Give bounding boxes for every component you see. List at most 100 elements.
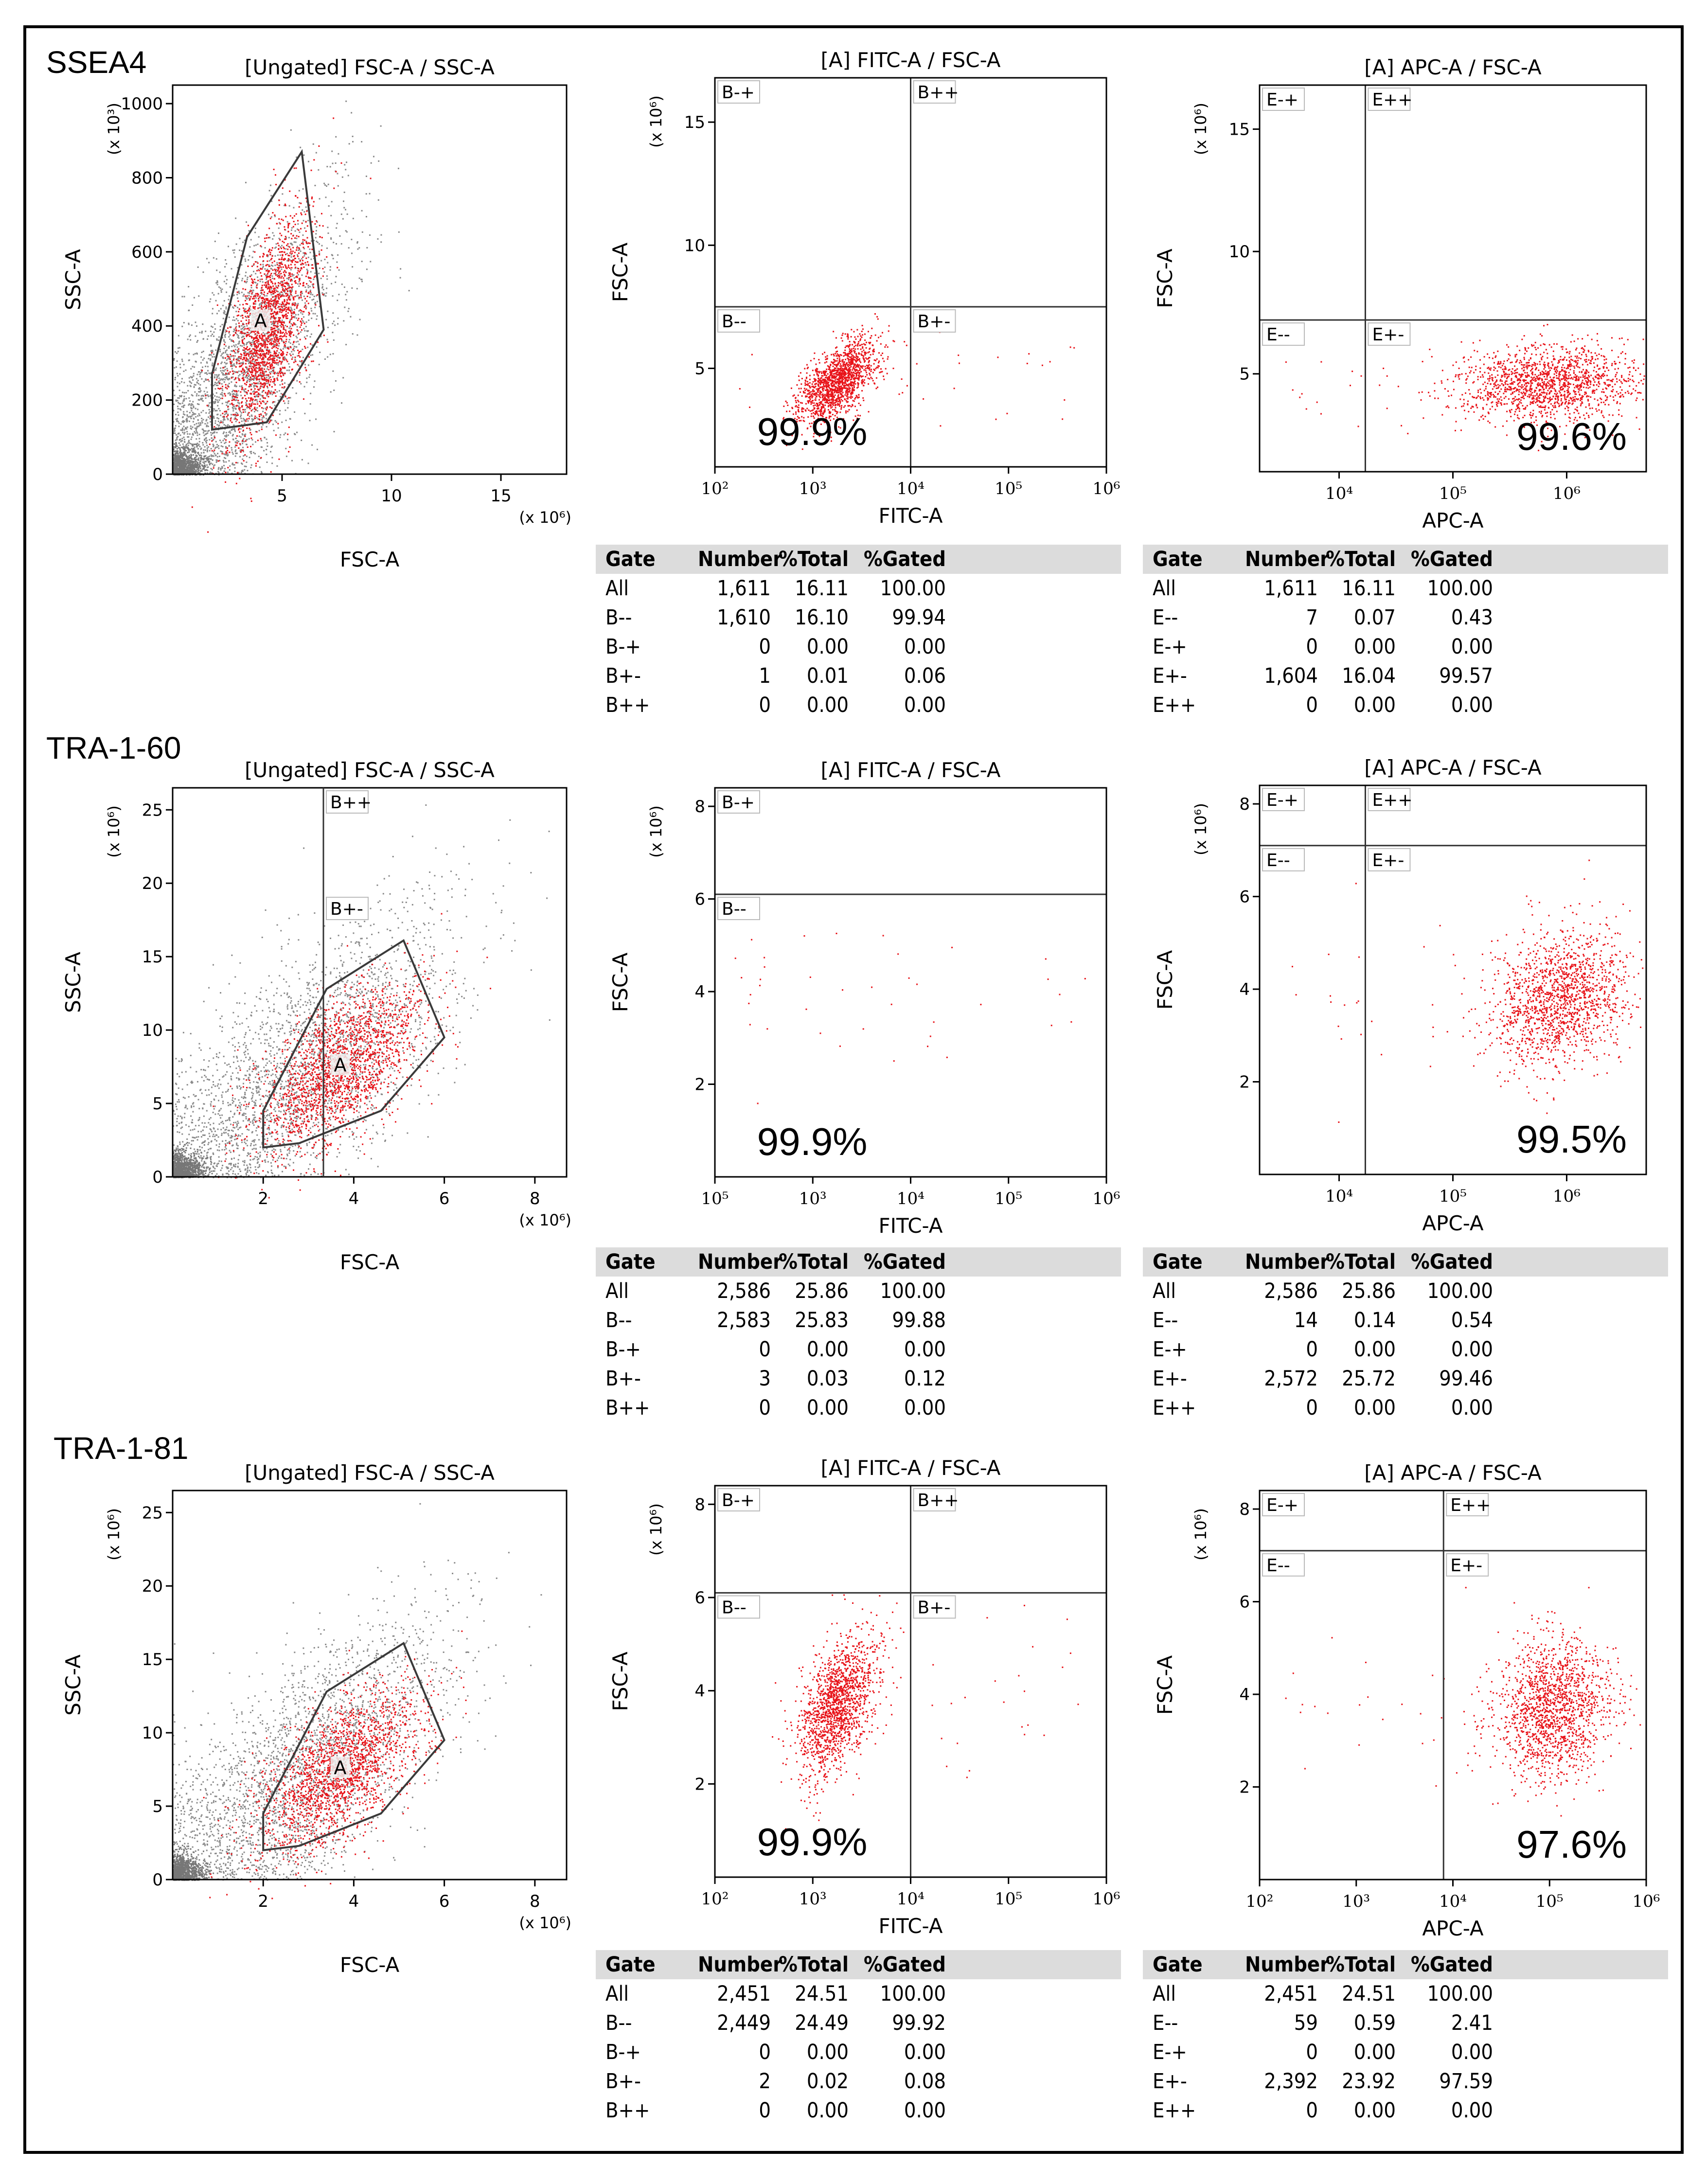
data-point (356, 288, 358, 289)
data-point (264, 238, 266, 239)
data-point (306, 382, 307, 383)
data-point (313, 287, 314, 288)
data-point (313, 360, 314, 362)
data-point (292, 344, 294, 345)
data-point (245, 259, 246, 260)
data-point (235, 349, 236, 350)
data-point (398, 231, 400, 233)
data-point (245, 272, 247, 273)
data-point (275, 314, 277, 315)
data-point (232, 406, 234, 408)
data-point (216, 424, 218, 426)
data-point (409, 290, 410, 291)
data-point (222, 390, 223, 391)
data-point (304, 228, 305, 229)
data-point (253, 382, 255, 384)
data-point (255, 373, 256, 374)
data-point (184, 449, 185, 451)
data-point (307, 225, 308, 227)
data-point (290, 336, 291, 337)
data-point (198, 413, 200, 415)
data-point (258, 362, 260, 363)
data-point (258, 364, 260, 366)
data-point (293, 256, 294, 257)
data-point (191, 437, 193, 438)
data-point (304, 239, 305, 241)
data-point (257, 401, 258, 403)
data-point (268, 305, 269, 307)
data-point (292, 244, 293, 246)
data-point (234, 256, 236, 258)
data-point (231, 414, 232, 415)
data-point (269, 286, 271, 287)
data-point (192, 366, 193, 367)
data-point (275, 420, 276, 422)
data-point (288, 363, 289, 365)
data-point (216, 376, 218, 377)
data-point (206, 361, 208, 363)
data-point (292, 217, 293, 219)
data-point (190, 368, 192, 370)
data-point (186, 431, 188, 432)
data-point (245, 316, 246, 317)
data-point (261, 369, 263, 371)
data-point (260, 372, 262, 373)
data-point (183, 396, 185, 397)
data-point (313, 299, 314, 300)
data-point (226, 376, 228, 377)
data-point (186, 455, 187, 456)
data-point (294, 281, 296, 282)
data-point (233, 329, 235, 330)
data-point (270, 303, 272, 305)
data-point (231, 368, 233, 370)
data-point (297, 220, 299, 221)
data-point (253, 331, 255, 333)
data-point (189, 457, 191, 459)
data-point (186, 471, 188, 472)
data-point (248, 390, 249, 391)
data-point (193, 461, 195, 462)
data-point (243, 460, 245, 462)
data-point (249, 386, 250, 387)
data-point (303, 266, 304, 268)
data-point (222, 403, 223, 404)
data-point (212, 433, 213, 434)
data-point (285, 318, 287, 319)
data-point (308, 161, 309, 162)
data-point (271, 327, 272, 328)
data-point (288, 299, 290, 300)
data-point (270, 195, 272, 196)
data-point (194, 391, 196, 393)
data-point (307, 246, 309, 248)
data-point (218, 421, 219, 422)
data-point (190, 405, 192, 406)
data-point (345, 101, 347, 102)
data-point (212, 460, 213, 461)
data-point (295, 314, 297, 316)
data-point (276, 344, 278, 346)
data-point (256, 394, 258, 395)
data-point (226, 377, 228, 379)
data-point (257, 276, 258, 278)
data-point (263, 260, 264, 262)
data-point (211, 438, 213, 439)
data-point (298, 247, 300, 249)
data-point (241, 337, 243, 338)
data-point (288, 279, 289, 280)
data-point (175, 463, 176, 464)
data-point (253, 452, 254, 453)
data-point (246, 328, 248, 330)
data-point (261, 375, 263, 377)
data-point (302, 263, 303, 264)
data-point (262, 281, 264, 283)
data-point (178, 447, 179, 448)
data-point (255, 261, 256, 263)
data-point (251, 410, 252, 411)
data-point (182, 432, 183, 433)
data-point (345, 209, 346, 211)
data-point (234, 371, 235, 373)
data-point (249, 315, 250, 316)
data-point (229, 317, 230, 318)
data-point (192, 304, 193, 306)
data-point (264, 291, 265, 293)
